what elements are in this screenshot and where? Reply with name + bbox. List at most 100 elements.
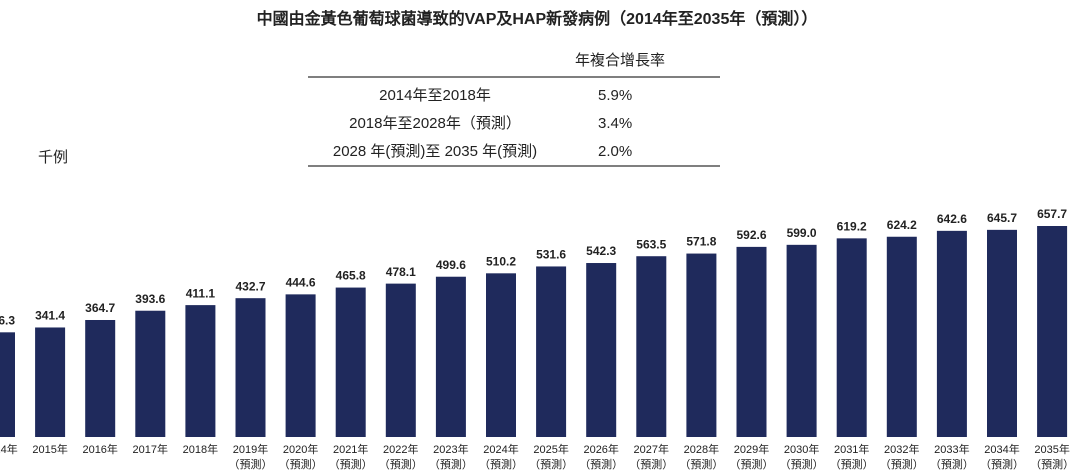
bar <box>335 287 366 437</box>
value-label: 432.7 <box>235 279 265 293</box>
x-tick-label: 2015年 <box>32 442 67 456</box>
value-label: 478.1 <box>386 265 416 279</box>
bar <box>185 305 216 437</box>
x-tick-line: （預測） <box>1030 457 1074 471</box>
table-period: 2018年至2028年（預測） <box>349 115 521 132</box>
bar <box>536 266 567 437</box>
x-tick-label: 2029年（預測） <box>730 442 774 471</box>
bar <box>636 256 667 437</box>
x-tick-label: 2035年（預測） <box>1030 442 1074 471</box>
x-tick-line: 2035年 <box>1034 442 1069 456</box>
x-tick-label: 2026年（預測） <box>579 442 623 471</box>
bar <box>686 253 717 437</box>
x-tick-label: 2031年（預測） <box>830 442 874 471</box>
x-tick-line: （預測） <box>629 457 673 471</box>
value-label: 645.7 <box>987 211 1017 225</box>
x-tick-line: 2032年 <box>884 442 919 456</box>
bar <box>385 283 416 437</box>
bar <box>135 310 166 437</box>
bar <box>85 319 116 437</box>
x-tick-line: 2025年 <box>533 442 568 456</box>
bar <box>786 244 817 437</box>
value-label: 364.7 <box>85 301 115 315</box>
x-tick-line: 2029年 <box>734 442 769 456</box>
chart-title: 中國由金黃色葡萄球菌導致的VAP及HAP新發病例（2014年至2035年（預測）… <box>257 9 818 28</box>
x-tick-label: 2030年（預測） <box>780 442 824 471</box>
x-tick-line: 2034年 <box>984 442 1019 456</box>
x-tick-line: 2030年 <box>784 442 819 456</box>
x-tick-line: （預測） <box>830 457 874 471</box>
x-tick-line: （預測） <box>579 457 623 471</box>
bar <box>987 229 1017 437</box>
x-tick-label: 2017年 <box>133 442 168 456</box>
x-tick-label: 2020年（預測） <box>279 442 323 471</box>
bar <box>285 294 316 437</box>
bar <box>0 332 15 437</box>
x-tick-label: 2016年 <box>82 442 117 456</box>
bar <box>1037 226 1068 437</box>
x-tick-line: （預測） <box>479 457 523 471</box>
x-tick-line: 2026年 <box>583 442 618 456</box>
table-period: 2014年至2018年 <box>379 87 491 104</box>
x-tick-label: 2034年（預測） <box>980 442 1024 471</box>
value-label: 571.8 <box>686 235 716 249</box>
value-label: 393.6 <box>135 292 165 306</box>
x-tick-label: 2022年（預測） <box>379 442 423 471</box>
x-tick-label: 2032年（預測） <box>880 442 924 471</box>
x-tick-line: 2033年 <box>934 442 969 456</box>
bar <box>736 246 767 437</box>
x-tick-line: （預測） <box>880 457 924 471</box>
value-label: 531.6 <box>536 248 566 262</box>
bar <box>435 276 466 437</box>
x-tick-label: 2027年（預測） <box>629 442 673 471</box>
value-label: 326.3 <box>0 313 15 327</box>
value-label: 563.5 <box>636 237 666 251</box>
value-label: 510.2 <box>486 254 516 268</box>
value-label: 444.6 <box>286 276 316 290</box>
value-label: 624.2 <box>887 218 917 232</box>
x-tick-label: 2021年（預測） <box>329 442 373 471</box>
bar <box>886 236 917 437</box>
x-tick-line: 2027年 <box>634 442 669 456</box>
value-label: 499.6 <box>436 258 466 272</box>
x-tick-line: 2019年 <box>233 442 268 456</box>
x-tick-line: 2024年 <box>483 442 518 456</box>
x-tick-line: （預測） <box>930 457 974 471</box>
x-tick-line: （預測） <box>279 457 323 471</box>
x-tick-label: 2014年 <box>0 442 18 456</box>
x-tick-line: （預測） <box>730 457 774 471</box>
x-tick-line: （預測） <box>980 457 1024 471</box>
table-rate: 2.0% <box>598 143 632 160</box>
x-tick-line: （預測） <box>679 457 723 471</box>
value-label: 542.3 <box>586 244 616 258</box>
x-tick-label: 2025年（預測） <box>529 442 573 471</box>
bar <box>486 273 516 437</box>
value-label: 411.1 <box>186 286 216 300</box>
bar <box>836 238 867 437</box>
x-tick-label: 2024年（預測） <box>479 442 523 471</box>
table-rate: 5.9% <box>598 87 632 104</box>
x-tick-line: 2031年 <box>834 442 869 456</box>
value-label: 592.6 <box>736 228 766 242</box>
bar <box>586 263 617 437</box>
value-label: 341.4 <box>35 309 65 323</box>
x-tick-line: 2023年 <box>433 442 468 456</box>
unit-label: 千例 <box>38 149 68 166</box>
x-tick-line: （預測） <box>329 457 373 471</box>
value-label: 619.2 <box>837 220 867 234</box>
table-rate: 3.4% <box>598 115 632 132</box>
x-tick-line: （預測） <box>229 457 273 471</box>
x-tick-line: （預測） <box>529 457 573 471</box>
table-period: 2028 年(預測)至 2035 年(預測) <box>333 143 537 160</box>
bar <box>235 298 266 437</box>
table-header: 年複合增長率 <box>575 52 665 69</box>
x-tick-label: 2023年（預測） <box>429 442 473 471</box>
x-tick-line: （預測） <box>780 457 824 471</box>
x-tick-label: 2028年（預測） <box>679 442 723 471</box>
value-label: 657.7 <box>1037 207 1067 221</box>
bar <box>35 327 66 437</box>
x-tick-line: （預測） <box>429 457 473 471</box>
x-tick-line: 2020年 <box>283 442 318 456</box>
value-label: 465.8 <box>336 269 366 283</box>
